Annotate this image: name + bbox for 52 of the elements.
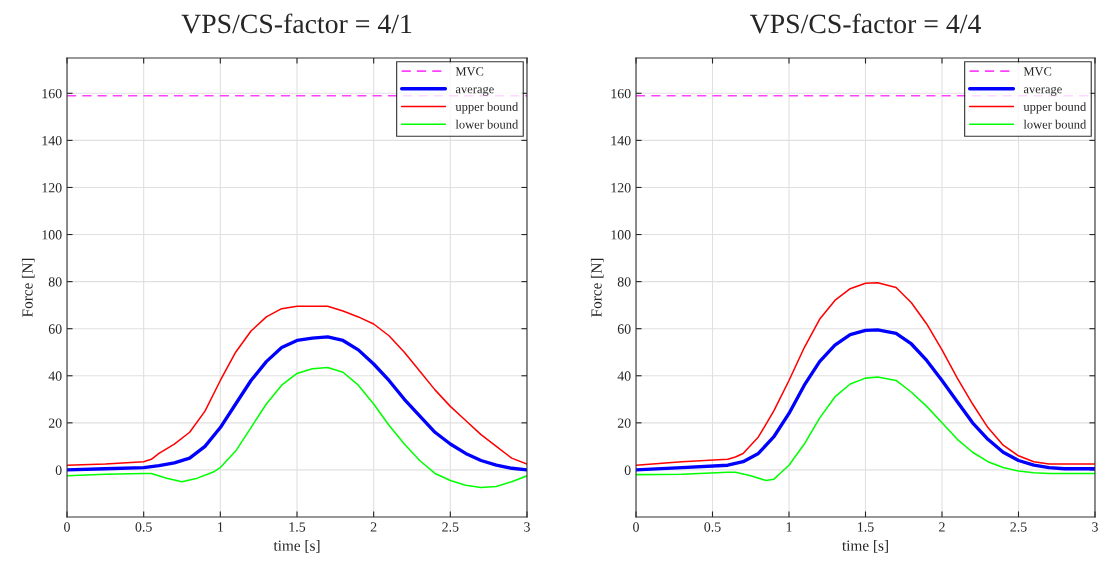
- x-tick-label: 0.5: [704, 522, 721, 532]
- y-tick-label: 120: [42, 183, 62, 193]
- x-tick-label: 3: [1092, 522, 1098, 532]
- y-axis-title: Force [N]: [21, 258, 35, 317]
- x-tick-label: 2: [939, 522, 945, 532]
- x-axis-title: time [s]: [842, 540, 888, 553]
- y-tick-label: 80: [617, 277, 631, 287]
- y-tick-label: 60: [617, 324, 631, 334]
- x-tick-label: 0.5: [135, 522, 152, 532]
- line-series: [67, 366, 527, 489]
- x-tick-label: 1.5: [858, 522, 874, 532]
- x-tick-label: 2.5: [442, 522, 459, 532]
- legend-label: upper bound: [455, 102, 519, 114]
- x-tick-label: 1.5: [289, 522, 306, 532]
- x-tick-label: 1: [786, 522, 792, 532]
- x-tick-label: 0: [64, 522, 70, 532]
- chart-title: VPS/CS-factor = 4/4: [749, 13, 981, 34]
- y-tick-label: 100: [42, 230, 62, 240]
- y-tick-label: 160: [611, 88, 631, 99]
- legend-label: upper bound: [1023, 102, 1087, 114]
- legend-label: lower bound: [1023, 119, 1087, 129]
- line-series: [67, 335, 527, 472]
- y-tick-label: 140: [42, 135, 62, 146]
- y-tick-label: 100: [611, 230, 631, 240]
- line-series: [636, 282, 1095, 466]
- legend-label: lower bound: [455, 119, 519, 129]
- line-series: [636, 376, 1095, 482]
- y-tick-label: 20: [48, 418, 62, 428]
- legend-label: MVC: [455, 67, 484, 76]
- y-tick-label: 0: [624, 465, 631, 475]
- y-tick-label: 0: [55, 465, 62, 475]
- line-series: [67, 305, 527, 466]
- y-tick-label: 40: [617, 371, 631, 381]
- y-axis-title: Force [N]: [590, 258, 604, 317]
- x-axis-title: time [s]: [273, 540, 320, 553]
- line-series: [636, 328, 1095, 472]
- legend-label: average: [1023, 86, 1062, 96]
- x-tick-label: 1: [218, 522, 223, 532]
- x-tick-label: 2.5: [1010, 522, 1027, 532]
- y-tick-label: 120: [611, 183, 631, 193]
- chart-title: VPS/CS-factor = 4/1: [181, 13, 412, 34]
- y-tick-label: 140: [611, 135, 631, 146]
- y-tick-label: 60: [48, 324, 62, 334]
- x-tick-label: 2: [370, 522, 377, 532]
- y-tick-label: 40: [48, 371, 62, 381]
- x-tick-label: 3: [524, 522, 530, 532]
- legend-label: MVC: [1023, 67, 1052, 76]
- y-tick-label: 80: [48, 277, 62, 287]
- x-tick-label: 0: [633, 522, 639, 532]
- legend-label: average: [455, 86, 494, 96]
- y-tick-label: 160: [42, 88, 62, 99]
- y-tick-label: 20: [617, 418, 631, 428]
